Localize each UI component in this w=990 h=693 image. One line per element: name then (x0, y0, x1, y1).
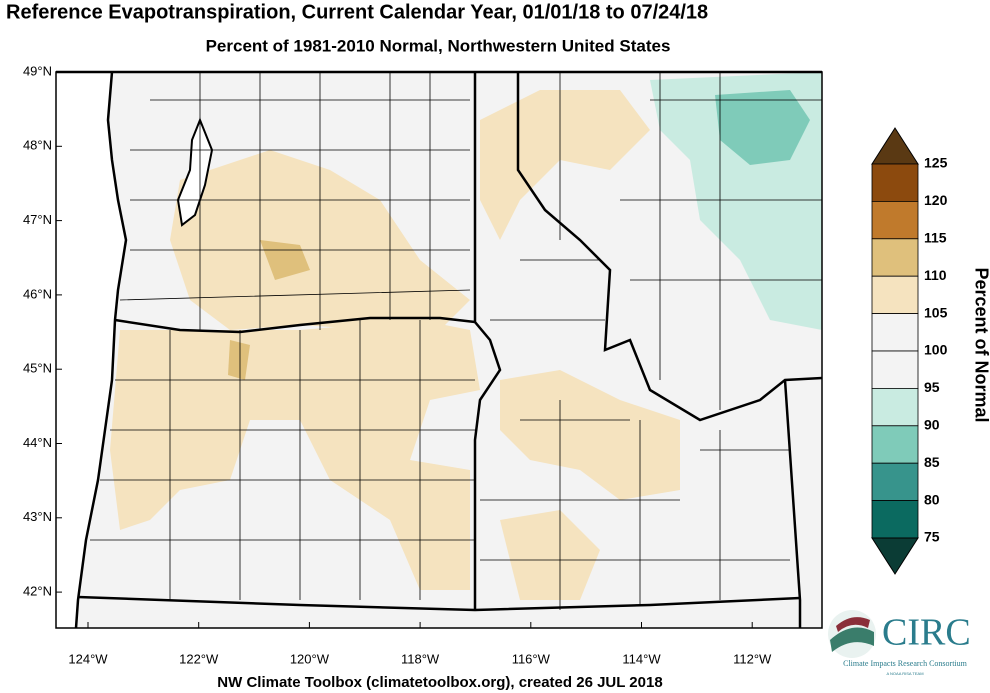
colorbar-bin (871, 350, 919, 389)
colorbar-label: 120 (924, 192, 948, 208)
tan-area (228, 340, 250, 380)
colorbar-title: Percent of Normal (971, 267, 990, 422)
title: Reference Evapotranspiration, Current Ca… (6, 1, 708, 23)
colorbar-label: 105 (924, 304, 948, 320)
colorbar-label: 90 (924, 417, 940, 433)
map-frame (55, 71, 823, 629)
lon-label: 114°W (622, 651, 661, 666)
colorbar-label: 110 (924, 267, 947, 283)
logo-full-name: Climate Impacts Research Consortium (843, 659, 968, 668)
lon-label: 118°W (401, 651, 440, 666)
lat-label: 49°N (23, 63, 52, 78)
county-lines (90, 72, 822, 610)
colorbar-bin (871, 387, 919, 427)
logo-mark (836, 617, 870, 632)
lat-label: 47°N (23, 212, 52, 227)
tan-area (480, 90, 650, 240)
lon-label: 120°W (290, 651, 330, 666)
colorbar-arrow (871, 537, 919, 575)
logo-mark (830, 627, 874, 652)
colorbar-label: 125 (924, 155, 948, 171)
lat-label: 45°N (23, 361, 52, 376)
colorbar-bin (871, 163, 919, 202)
tan-area (500, 510, 600, 600)
colorbar-label: 75 (924, 529, 940, 545)
logo-tagline: A NOAA RISA TEAM (886, 671, 923, 676)
colorbar-bin (871, 425, 919, 464)
lat-label: 46°N (23, 286, 52, 301)
logo-name: CIRC (882, 612, 971, 654)
colorbar-bin (871, 500, 919, 539)
tan-area (110, 320, 480, 590)
colorbar-bin (871, 313, 919, 352)
colorbar-bin (871, 275, 919, 315)
lat-label: 48°N (23, 138, 52, 153)
lon-label: 116°W (512, 651, 551, 666)
colorbar-arrow (871, 127, 919, 165)
colorbar-label: 80 (924, 491, 940, 507)
teal-area (715, 90, 810, 165)
subtitle: Percent of 1981-2010 Normal, Northwester… (206, 36, 671, 55)
colorbar-bin (871, 200, 919, 240)
lat-label: 42°N (23, 584, 52, 599)
lon-label: 122°W (179, 651, 219, 666)
lon-label: 112°W (733, 651, 772, 666)
footer: NW Climate Toolbox (climatetoolbox.org),… (217, 674, 662, 691)
axes: 49°N 48°N 47°N 46°N 45°N 44°N 43°N 42°N 124°W 122… (23, 63, 772, 666)
colorbar-label: 85 (924, 454, 940, 470)
colorbar-label: 115 (924, 230, 947, 246)
tan-area (500, 370, 680, 500)
colorbar-label: 100 (924, 342, 948, 358)
lon-label: 124°W (68, 651, 108, 666)
ocean (56, 72, 126, 628)
map (55, 70, 823, 629)
colorbar-label: 95 (924, 379, 940, 395)
colorbar-bin (871, 238, 919, 277)
colorbar: 125 120 115 110 105 100 95 90 85 80 75 (871, 127, 948, 575)
lat-label: 44°N (23, 435, 52, 450)
colorbar-bin (871, 462, 919, 502)
lat-label: 43°N (23, 509, 52, 524)
logo: CIRC Climate Impacts Research Consortium… (828, 610, 971, 676)
